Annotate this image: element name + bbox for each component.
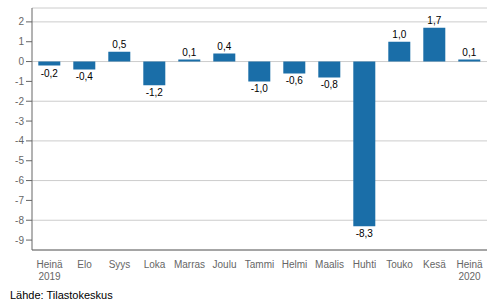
- svg-text:Maalis: Maalis: [315, 259, 344, 270]
- svg-text:-9: -9: [15, 235, 24, 246]
- svg-text:0,1: 0,1: [462, 47, 476, 58]
- svg-text:-3: -3: [15, 116, 24, 127]
- svg-text:-0,6: -0,6: [286, 75, 304, 86]
- svg-text:-1: -1: [15, 76, 24, 87]
- svg-text:0,1: 0,1: [182, 47, 196, 58]
- svg-text:2: 2: [18, 16, 24, 27]
- svg-text:1,0: 1,0: [392, 29, 406, 40]
- svg-text:Tammi: Tammi: [245, 259, 274, 270]
- svg-text:-1,2: -1,2: [146, 87, 164, 98]
- svg-text:0,5: 0,5: [112, 39, 126, 50]
- svg-text:-7: -7: [15, 195, 24, 206]
- svg-text:-1,0: -1,0: [251, 83, 269, 94]
- svg-text:Joulu: Joulu: [213, 259, 237, 270]
- svg-text:Heinä2019: Heinä2019: [36, 259, 63, 282]
- svg-text:-2: -2: [15, 96, 24, 107]
- svg-text:-4: -4: [15, 135, 24, 146]
- svg-text:0,4: 0,4: [217, 41, 231, 52]
- svg-text:Helmi: Helmi: [282, 259, 308, 270]
- svg-text:Touko: Touko: [386, 259, 413, 270]
- svg-text:1,7: 1,7: [427, 15, 441, 26]
- svg-text:-0,2: -0,2: [41, 68, 59, 79]
- svg-text:Elo: Elo: [77, 259, 92, 270]
- svg-text:-5: -5: [15, 155, 24, 166]
- svg-text:-0,4: -0,4: [76, 71, 94, 82]
- svg-text:Kesä: Kesä: [423, 259, 446, 270]
- svg-text:Marras: Marras: [174, 259, 205, 270]
- svg-text:Syys: Syys: [109, 259, 131, 270]
- svg-text:Huhti: Huhti: [353, 259, 376, 270]
- svg-text:-8: -8: [15, 215, 24, 226]
- svg-text:Heinä2020: Heinä2020: [456, 259, 483, 282]
- svg-text:0: 0: [18, 56, 24, 67]
- svg-text:-8,3: -8,3: [356, 228, 374, 239]
- svg-text:-6: -6: [15, 175, 24, 186]
- svg-text:Loka: Loka: [144, 259, 166, 270]
- svg-text:-0,8: -0,8: [321, 79, 339, 90]
- html-text:Lähde: Tilastokeskus: Lähde: Tilastokeskus: [10, 289, 113, 301]
- svg-text:1: 1: [18, 36, 24, 47]
